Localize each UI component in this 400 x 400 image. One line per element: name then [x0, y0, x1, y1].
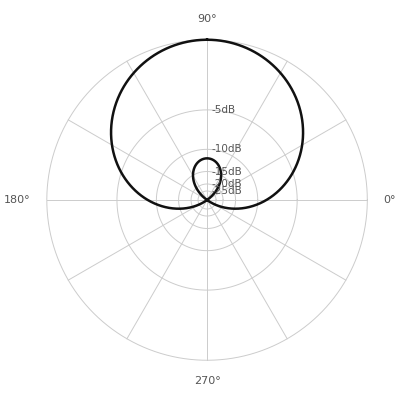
Text: -5dB: -5dB — [212, 105, 236, 115]
Text: 270°: 270° — [194, 376, 220, 386]
Text: 180°: 180° — [4, 195, 31, 205]
Text: -20dB: -20dB — [212, 179, 242, 189]
Text: 0°: 0° — [383, 195, 396, 205]
Text: -15dB: -15dB — [212, 166, 243, 176]
Text: 90°: 90° — [197, 14, 217, 24]
Text: -25dB: -25dB — [212, 186, 243, 196]
Text: -10dB: -10dB — [212, 144, 242, 154]
